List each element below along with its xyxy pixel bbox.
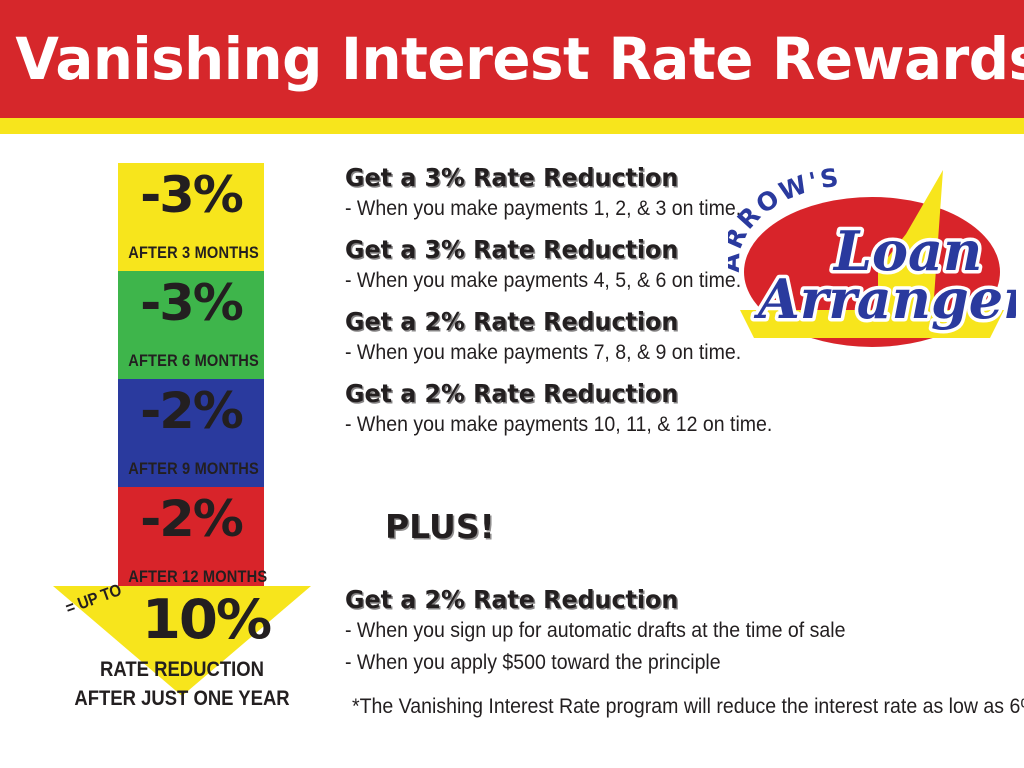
offer-heading: Get a 2% Rate Reduction xyxy=(345,307,679,336)
offer-item: Get a 3% Rate Reduction - When you make … xyxy=(345,163,1005,225)
total-reduction-caption: RATE REDUCTION xyxy=(100,658,264,681)
total-reduction-percent: 10% xyxy=(141,588,272,651)
offers-list: Get a 3% Rate Reduction - When you make … xyxy=(345,163,1005,451)
offer-detail: - When you make payments 10, 11, & 12 on… xyxy=(345,413,773,436)
offer-heading: Get a 2% Rate Reduction xyxy=(345,379,679,408)
down-arrow-icon xyxy=(53,586,311,696)
logo-arrow-base xyxy=(740,310,1004,338)
offer-item: Get a 2% Rate Reduction - When you make … xyxy=(345,307,1005,369)
page-title: Vanishing Interest Rate Rewards xyxy=(15,25,1024,93)
footnote-disclaimer: *The Vanishing Interest Rate program wil… xyxy=(352,695,1024,718)
plus-offer-detail-2: - When you apply $500 toward the princip… xyxy=(345,651,721,674)
header-accent-stripe xyxy=(0,118,1024,134)
total-reduction-timeframe: AFTER JUST ONE YEAR xyxy=(74,687,290,710)
rate-block: -2% AFTER 9 MONTHS xyxy=(118,379,264,487)
rate-block-label: AFTER 9 MONTHS xyxy=(128,459,259,478)
plus-offer-item: Get a 2% Rate Reduction - When you sign … xyxy=(345,585,1005,679)
rate-block-percent: -2% xyxy=(140,382,244,440)
offer-heading: Get a 3% Rate Reduction xyxy=(345,235,679,264)
rate-block-label: AFTER 6 MONTHS xyxy=(128,351,259,370)
logo-arrow-icon xyxy=(878,170,943,312)
svg-text:Arranger: Arranger xyxy=(753,267,1016,331)
offer-heading: Get a 3% Rate Reduction xyxy=(345,163,679,192)
total-reduction-arrow: = UP TO 10% RATE REDUCTION AFTER JUST ON… xyxy=(53,580,311,710)
plus-offer-detail-1: - When you sign up for automatic drafts … xyxy=(345,619,846,642)
logo-script-arranger: Arranger Arranger xyxy=(750,264,1017,335)
arrows-loan-arranger-logo: ARROW'S Loan Loan Arranger Arranger xyxy=(728,162,1016,357)
rate-block: -2% AFTER 12 MONTHS xyxy=(118,487,268,595)
rate-block-percent: -3% xyxy=(140,166,244,224)
rate-block-percent: -3% xyxy=(140,274,244,332)
offer-detail: - When you make payments 4, 5, & 6 on ti… xyxy=(345,269,742,292)
rate-reduction-ladder: -3% AFTER 3 MONTHS -3% AFTER 6 MONTHS -2… xyxy=(118,163,268,595)
rate-block: -3% AFTER 6 MONTHS xyxy=(118,271,264,379)
plus-callout: PLUS! xyxy=(385,507,495,546)
offer-item: Get a 3% Rate Reduction - When you make … xyxy=(345,235,1005,297)
logo-script-loan: Loan Loan xyxy=(829,216,986,287)
offer-detail: - When you make payments 7, 8, & 9 on ti… xyxy=(345,341,742,364)
offer-item: Get a 2% Rate Reduction - When you make … xyxy=(345,379,1005,441)
rate-block: -3% AFTER 3 MONTHS xyxy=(118,163,264,271)
svg-text:Loan: Loan xyxy=(832,219,982,283)
rate-block-label: AFTER 12 MONTHS xyxy=(128,567,268,586)
plus-offer-heading: Get a 2% Rate Reduction xyxy=(345,585,679,614)
svg-text:Loan: Loan xyxy=(832,219,982,283)
rate-block-percent: -2% xyxy=(140,490,244,548)
rate-block-label: AFTER 3 MONTHS xyxy=(128,243,259,262)
header-banner: Vanishing Interest Rate Rewards xyxy=(0,0,1024,118)
offer-detail: - When you make payments 1, 2, & 3 on ti… xyxy=(345,197,742,220)
svg-text:Arranger: Arranger xyxy=(753,267,1016,331)
